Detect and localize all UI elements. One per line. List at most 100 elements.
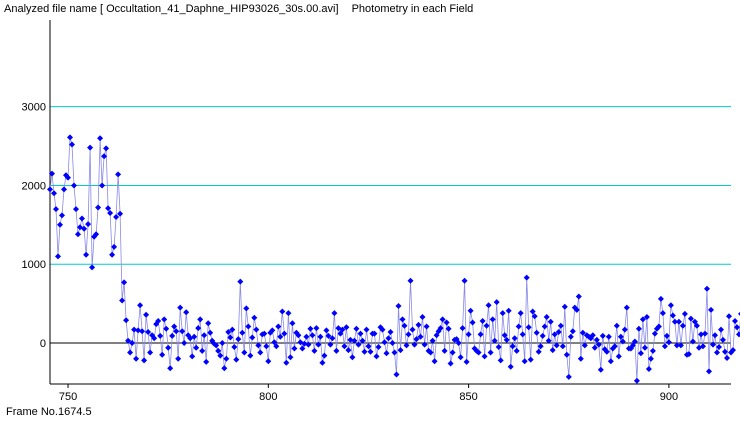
data-point [732,318,738,324]
data-point [119,297,126,304]
data-point [365,343,372,350]
data-point [143,311,150,318]
data-point [698,331,704,338]
data-point [549,347,556,354]
y-tick-label-1000: 1000 [22,259,46,271]
data-point [291,345,298,352]
data-point [563,351,570,358]
data-point [523,274,530,281]
data-point [689,338,696,345]
data-point [87,144,94,151]
data-point [505,307,512,314]
data-point [693,322,700,329]
x-tick-label-850: 850 [459,391,477,403]
data-point [249,334,256,341]
data-point [413,336,420,343]
data-point [419,314,426,320]
data-point [704,285,710,292]
data-point [671,318,678,325]
data-point [53,206,59,213]
data-point [305,341,312,348]
data-point [525,324,532,331]
data-point [409,326,416,333]
data-point [581,342,588,349]
data-point [379,326,386,333]
data-point [443,319,450,326]
data-point [385,335,392,342]
data-point [427,349,434,356]
data-point [716,344,722,350]
data-point [213,342,220,349]
data-point [301,340,308,347]
data-point [619,338,626,345]
data-point [429,337,436,344]
y-tick-label-0: 0 [40,338,46,350]
data-point [343,324,350,331]
data-point [363,326,370,333]
data-point [449,349,456,356]
data-point [539,332,546,339]
data-point [269,327,276,334]
data-point [197,316,204,323]
data-point [511,335,518,342]
data-point [255,342,262,349]
data-point [503,336,510,343]
data-point [647,355,654,362]
data-point [387,329,394,335]
data-point [589,332,596,339]
data-point [241,349,248,356]
data-point [645,366,652,372]
data-point [251,314,258,321]
data-point [649,347,656,354]
data-point [295,332,302,339]
data-point [431,358,438,365]
x-tick-label-750: 750 [59,391,77,403]
data-point [567,333,574,340]
data-point [509,343,516,350]
data-point [481,353,488,360]
data-point [347,336,354,343]
data-point [726,313,732,320]
data-point [673,342,680,349]
data-point [489,316,496,323]
data-point [391,349,398,356]
data-point [569,328,576,335]
data-point [325,332,332,339]
data-point [457,354,464,361]
data-point [159,351,166,358]
data-point [97,135,104,142]
data-point [351,337,358,344]
data-point [493,299,500,306]
data-point [655,323,662,330]
data-point [397,347,404,354]
data-point [345,347,352,354]
data-point [665,339,672,346]
data-point [287,354,294,361]
data-point [273,343,280,350]
data-point [643,314,650,320]
data-point [421,341,428,348]
data-point [720,336,726,343]
data-point [441,347,448,354]
data-point [281,330,288,337]
data-point [283,359,290,366]
data-point [279,308,286,315]
data-point [437,325,444,332]
data-point [299,345,306,352]
data-point [423,323,430,330]
data-point [714,349,720,356]
data-point [447,360,454,367]
data-point [517,310,524,317]
data-point [579,329,586,336]
data-point [679,322,686,329]
data-point [349,354,356,361]
data-point [547,318,554,325]
data-point [233,356,240,363]
data-point [161,316,168,323]
data-point [221,365,228,372]
data-point [389,340,396,346]
data-point [615,353,622,360]
data-point [495,344,502,350]
data-point [575,293,582,300]
data-point [479,318,486,324]
